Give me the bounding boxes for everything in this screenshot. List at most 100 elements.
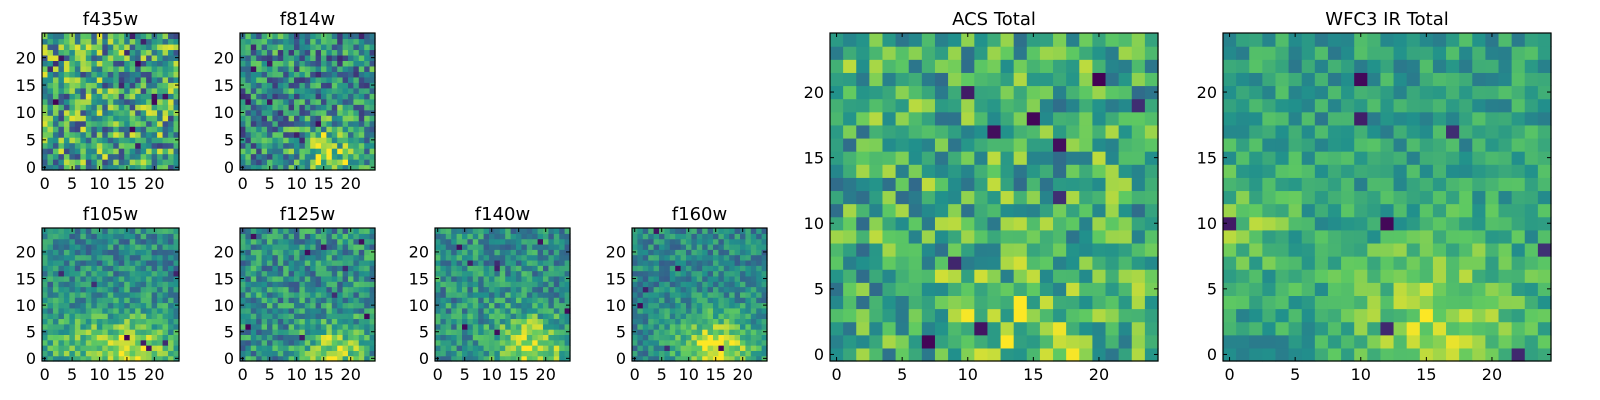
heatmap-cell [353, 38, 360, 45]
heatmap-cell [272, 270, 279, 277]
heatmap-cell [80, 297, 87, 304]
heatmap-cell [304, 254, 311, 261]
heatmap-cell [723, 281, 730, 288]
heatmap-cell [277, 238, 284, 245]
heatmap-cell [756, 323, 763, 330]
heatmap-cell [653, 286, 660, 293]
x-tick-label: 5 [265, 174, 275, 193]
heatmap-cell [559, 323, 566, 330]
heatmap-cell [304, 38, 311, 45]
heatmap-cell [245, 87, 252, 94]
heatmap-cell [1236, 177, 1250, 192]
heatmap-cell [702, 313, 709, 320]
heatmap-cell [843, 282, 857, 296]
heatmap-cell [146, 142, 153, 149]
heatmap-cell [353, 65, 360, 72]
heatmap-cell [140, 104, 147, 111]
heatmap-cell [310, 318, 317, 325]
heatmap-cell [1432, 308, 1447, 323]
heatmap-cell [304, 329, 311, 335]
heatmap-cell [250, 313, 257, 320]
heatmap-cell [85, 43, 92, 51]
heatmap-cell [299, 228, 306, 234]
heatmap-cell [499, 238, 506, 245]
heatmap-cell [467, 307, 474, 314]
heatmap-cell [173, 131, 180, 138]
heatmap-cell [537, 350, 544, 357]
heatmap-cell [168, 93, 175, 100]
heatmap-cell [1367, 256, 1382, 270]
heatmap-cell [288, 142, 295, 149]
y-tick-label: 5 [224, 131, 234, 150]
heatmap-cell [288, 153, 295, 160]
heatmap-cell [272, 334, 279, 341]
heatmap-cell [462, 249, 468, 256]
heatmap-cell [564, 238, 571, 245]
heatmap-cell [315, 104, 322, 111]
heatmap-cell [52, 120, 60, 127]
heatmap-cell [353, 307, 360, 314]
heatmap-cell [686, 329, 692, 335]
heatmap-cell [664, 318, 671, 325]
heatmap-cell [659, 334, 665, 341]
heatmap-cell [472, 355, 479, 362]
heatmap-cell [637, 259, 644, 266]
heatmap-cell [283, 270, 290, 277]
heatmap-cell [1262, 164, 1277, 178]
heatmap-cell [440, 275, 447, 282]
heatmap-cell [272, 323, 279, 330]
heatmap-cell [691, 297, 698, 304]
heatmap-cell [961, 72, 975, 87]
heatmap-cell [895, 98, 910, 113]
heatmap-cell [1446, 242, 1460, 257]
heatmap-cell [489, 318, 495, 325]
heatmap-cell [1249, 256, 1263, 270]
heatmap-cell [869, 98, 884, 113]
heatmap-cell [843, 203, 857, 218]
heatmap-cell [173, 313, 180, 320]
heatmap-cell [707, 233, 714, 240]
heatmap-cell [369, 159, 376, 166]
heatmap-cell [113, 76, 120, 83]
heatmap-cell [961, 164, 975, 178]
heatmap-cell [1236, 282, 1250, 296]
heatmap-cell [675, 313, 682, 320]
heatmap-cell [445, 313, 452, 320]
heatmap-cell [1249, 177, 1263, 192]
heatmap-cell [713, 345, 719, 351]
heatmap-cell [304, 249, 311, 256]
heatmap-cell [135, 98, 142, 105]
heatmap-cell [107, 131, 114, 138]
heatmap-cell [124, 313, 131, 320]
heatmap-cell [934, 46, 949, 60]
heatmap-cell [151, 115, 158, 122]
heatmap-cell [102, 104, 109, 111]
heatmap-cell [435, 334, 441, 341]
heatmap-cell [526, 329, 533, 335]
heatmap-cell [1432, 242, 1447, 257]
heatmap-cell [310, 238, 317, 245]
heatmap-cell [734, 313, 741, 320]
heatmap-cell [96, 76, 103, 83]
heatmap-cell [669, 302, 676, 309]
heatmap-cell [358, 313, 365, 320]
heatmap-cell [1066, 190, 1080, 205]
heatmap-cell [277, 126, 284, 133]
heatmap-cell [42, 98, 49, 105]
heatmap-cell [669, 291, 676, 298]
heatmap-cell [337, 43, 344, 51]
heatmap-cell [168, 38, 175, 45]
heatmap-cell [756, 259, 763, 266]
heatmap-cell [553, 297, 560, 304]
heatmap-cells [42, 33, 180, 171]
heatmap-cell [895, 347, 910, 362]
heatmap-cell [435, 339, 441, 346]
heatmap-cell [288, 148, 295, 155]
heatmap-cell [680, 286, 687, 293]
heatmap-cell [761, 307, 768, 314]
heatmap-cell [47, 291, 54, 298]
heatmap-cell [1498, 334, 1513, 349]
heatmap-cell [1341, 190, 1355, 205]
heatmap-cell [521, 254, 528, 261]
heatmap-cell [987, 72, 1002, 87]
